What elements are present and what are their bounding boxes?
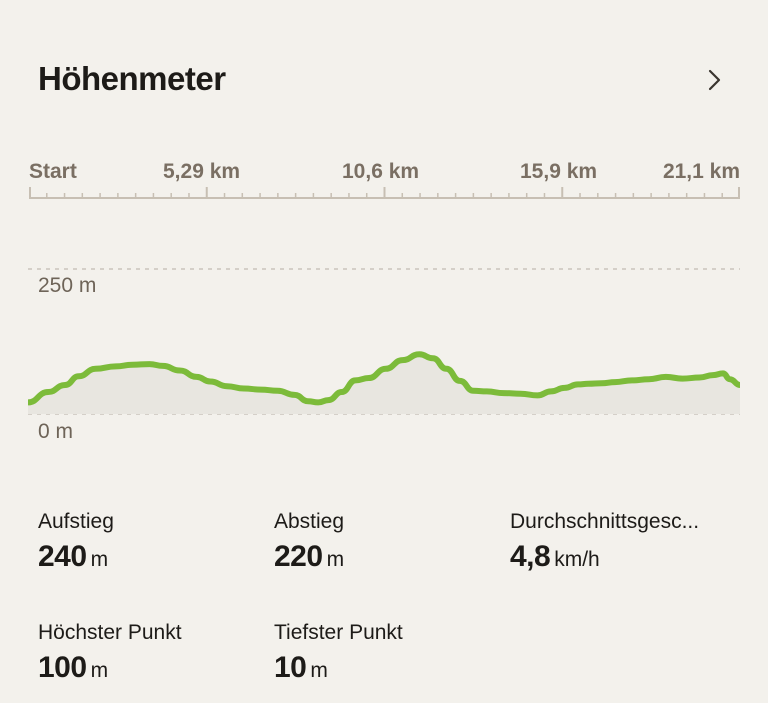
stat-lowest-value: 10	[274, 651, 307, 684]
page-title: Höhenmeter	[38, 60, 226, 97]
distance-label-end: 21,1 km	[662, 160, 740, 183]
stat-highest-value: 100	[38, 651, 87, 684]
chevron-right-icon[interactable]	[702, 68, 726, 92]
stat-descent-value: 220	[274, 540, 323, 573]
stat-avg-speed-value: 4,8	[510, 540, 551, 573]
distance-label-2: 10,6 km	[342, 160, 420, 183]
stat-ascent: Aufstieg 240 m	[38, 510, 268, 574]
stat-highest: Höchster Punkt 100 m	[38, 621, 268, 685]
elevation-chart	[28, 268, 740, 415]
stat-lowest: Tiefster Punkt 10 m	[274, 621, 504, 685]
elevation-area	[28, 354, 740, 414]
stat-lowest-label: Tiefster Punkt	[274, 621, 403, 644]
distance-axis-labels: Start 5,29 km 10,6 km 15,9 km 21,1 km	[29, 160, 740, 186]
stat-avg-speed-unit: km/h	[554, 548, 600, 571]
distance-axis	[29, 187, 740, 199]
stat-ascent-label: Aufstieg	[38, 510, 114, 533]
stat-ascent-unit: m	[90, 548, 109, 571]
stat-descent-unit: m	[326, 548, 345, 571]
stat-avg-speed-label: Durchschnittsgesc...	[510, 510, 700, 533]
stat-ascent-value: 240	[38, 540, 87, 573]
distance-label-1: 5,29 km	[163, 160, 241, 183]
stat-lowest-unit: m	[310, 659, 328, 682]
elevation-line	[28, 351, 740, 406]
stat-descent-label: Abstieg	[274, 510, 345, 533]
stat-highest-unit: m	[90, 659, 109, 682]
distance-label-start: Start	[29, 160, 77, 183]
section-header[interactable]: Höhenmeter	[38, 56, 734, 104]
stat-highest-label: Höchster Punkt	[38, 621, 182, 644]
elevation-label-top: 250 m	[38, 274, 97, 297]
distance-label-3: 15,9 km	[520, 160, 598, 183]
stat-avg-speed: Durchschnittsgesc... 4,8 km/h	[510, 510, 740, 574]
stat-descent: Abstieg 220 m	[274, 510, 504, 574]
elevation-label-bottom: 0 m	[38, 420, 74, 443]
